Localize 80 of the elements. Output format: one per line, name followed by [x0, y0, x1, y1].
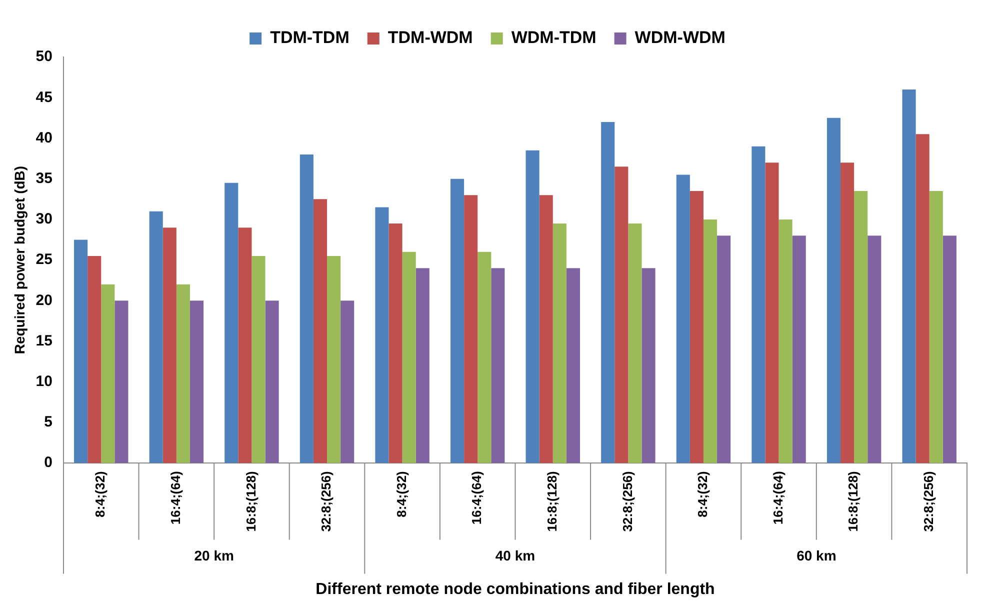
bar	[628, 224, 642, 464]
bar	[526, 150, 540, 464]
legend-label: WDM-TDM	[511, 28, 596, 48]
bar	[149, 211, 163, 464]
bar	[601, 122, 615, 464]
bar	[703, 219, 718, 464]
bar	[252, 256, 266, 464]
bar	[929, 191, 943, 464]
bar	[942, 236, 956, 464]
y-tick-label: 25	[36, 251, 52, 268]
x-tick-label: 16:8;(128)	[544, 471, 560, 532]
bar	[450, 178, 464, 464]
bar	[552, 224, 566, 464]
bar	[388, 224, 402, 464]
bar	[840, 162, 854, 464]
bar	[752, 146, 766, 464]
y-tick-label: 0	[44, 454, 52, 472]
bar	[313, 199, 328, 464]
x-tick-label: 16:4;(64)	[469, 471, 484, 525]
bar	[792, 236, 806, 464]
bar	[101, 284, 115, 464]
bar	[375, 207, 389, 464]
x-tick-label: 16:4;(64)	[770, 471, 786, 525]
y-tick-label: 40	[36, 129, 52, 146]
bar	[114, 300, 128, 464]
bar	[676, 174, 690, 464]
text: 40 km	[495, 548, 536, 564]
bar	[478, 252, 492, 464]
bar	[88, 256, 102, 464]
y-tick-label: 50	[36, 48, 52, 66]
bar	[778, 219, 792, 464]
legend-label: TDM-TDM	[270, 28, 350, 48]
bar	[868, 236, 882, 464]
bar	[539, 195, 553, 464]
x-tick-label: 32:8;(256)	[620, 471, 635, 532]
y-tick-label: 35	[36, 170, 52, 187]
bar	[416, 268, 430, 464]
bar	[176, 284, 190, 464]
bar	[717, 236, 731, 464]
bar	[566, 268, 580, 464]
bar	[765, 162, 779, 464]
bar	[642, 268, 656, 464]
x-tick-label: 8:4;(32)	[695, 471, 710, 518]
bar	[238, 228, 252, 464]
x-tick-label: 8:4;(32)	[92, 471, 108, 518]
bar	[902, 89, 916, 464]
bar	[491, 268, 505, 464]
x-tick-label: 16:8;(128)	[243, 471, 258, 532]
y-axis-title: Required power budget (dB)	[11, 166, 28, 354]
bar	[402, 252, 416, 464]
y-tick-label: 45	[36, 88, 52, 106]
bar	[340, 300, 354, 464]
x-tick-label: 16:8;(128)	[846, 471, 861, 532]
x-axis-title: Different remote node combinations and fiber length	[316, 580, 715, 598]
bar	[300, 154, 314, 464]
bar	[224, 182, 238, 464]
legend-label: TDM-WDM	[388, 28, 473, 48]
bar	[265, 300, 279, 464]
bar	[327, 256, 341, 464]
bar	[690, 191, 704, 464]
legend-label: WDM-WDM	[634, 28, 726, 48]
y-tick-label: 10	[36, 373, 52, 390]
x-tick-label: 16:4;(64)	[168, 471, 183, 525]
y-tick-label: 30	[36, 210, 52, 228]
bar	[916, 134, 930, 464]
bar	[854, 191, 868, 464]
bar	[74, 240, 88, 464]
bar	[614, 166, 628, 464]
y-tick-label: 5	[44, 414, 52, 431]
x-tick-label: 32:8;(256)	[920, 471, 936, 532]
text: 20 km	[194, 548, 234, 564]
x-tick-label: 32:8;(256)	[318, 471, 334, 532]
bar	[190, 300, 204, 464]
y-tick-label: 20	[36, 292, 52, 309]
bar	[464, 195, 478, 464]
x-tick-label: 8:4;(32)	[394, 471, 409, 518]
text: 60 km	[796, 548, 836, 564]
y-tick-label: 15	[36, 332, 52, 350]
bar	[162, 228, 176, 464]
bar	[826, 118, 841, 464]
